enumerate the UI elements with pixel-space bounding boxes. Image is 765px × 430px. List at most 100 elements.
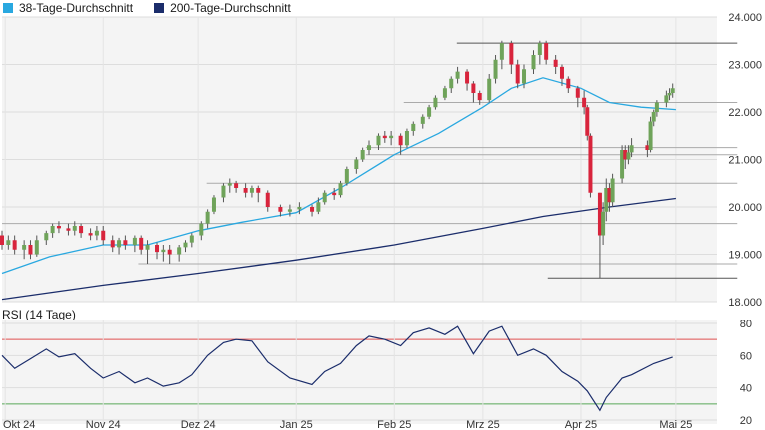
candle-up [411, 123, 416, 131]
candle-down [265, 192, 270, 207]
candle-up [322, 192, 327, 203]
candle-up [651, 112, 656, 122]
ma200-line [1, 197, 676, 301]
candle-up [667, 93, 672, 96]
candle-down [256, 188, 261, 193]
x-tick-label: Nov 24 [86, 419, 121, 430]
price-tick-label: 18.000 [728, 297, 762, 309]
candle-down [553, 59, 558, 67]
candle-down [79, 226, 84, 234]
candle-up [376, 135, 381, 146]
candle-up [626, 152, 631, 160]
candle-up [442, 88, 447, 98]
x-tick-label: Apr 25 [565, 419, 597, 430]
rsi-tick-label: 80 [740, 320, 752, 330]
candle-up [664, 95, 669, 103]
candle-up [404, 131, 409, 146]
price-tick-label: 22.000 [728, 107, 762, 119]
candle-down [278, 207, 283, 212]
candle-up [670, 88, 675, 93]
candle-down [398, 135, 403, 146]
candle-up [604, 188, 609, 212]
candle-down [465, 71, 470, 84]
candle-down [623, 150, 628, 160]
candle-down [471, 83, 476, 93]
candle-up [344, 169, 349, 184]
candle-up [366, 145, 371, 150]
price-tick-label: 19.000 [728, 250, 762, 262]
candle-up [499, 43, 504, 60]
rsi-tick-label: 60 [740, 350, 752, 362]
legend-swatch-ma38 [3, 3, 13, 13]
candle-down [123, 240, 128, 245]
rsi-tick-label: 40 [740, 383, 752, 395]
candle-up [389, 135, 394, 139]
candle-up [531, 55, 536, 70]
candle-up [189, 235, 194, 243]
candle-up [493, 59, 498, 79]
candle-down [310, 207, 315, 212]
candle-up [94, 230, 99, 236]
candle-down [167, 249, 172, 255]
candle-up [211, 197, 216, 212]
candle-up [44, 233, 49, 241]
candle-down [56, 226, 61, 229]
rsi-line [1, 325, 673, 412]
legend-item-ma38[interactable]: 38-Tage-Durchschnitt [0, 1, 133, 15]
candle-down [597, 192, 602, 236]
candle-down [66, 228, 71, 231]
candle-up [221, 185, 226, 198]
candle-up [227, 183, 232, 186]
candle-up [161, 249, 166, 253]
x-tick-label: Mrz 25 [466, 419, 500, 430]
candle-down [575, 88, 580, 98]
legend: 38-Tage-Durchschnitt 200-Tage-Durchschni… [0, 1, 309, 15]
candle-up [648, 121, 653, 150]
candle-down [477, 93, 482, 101]
candle-down [544, 43, 549, 60]
candle-down [515, 64, 520, 84]
x-tick-label: Feb 25 [377, 419, 411, 430]
candle-up [145, 245, 150, 250]
candle-up [34, 240, 39, 255]
candle-up [287, 209, 292, 212]
candle-down [234, 183, 239, 188]
candle-up [117, 240, 122, 248]
candle-down [559, 66, 564, 79]
x-tick-label: Okt 24 [3, 419, 35, 430]
candle-up [50, 226, 55, 234]
x-tick-label: Jan 25 [280, 419, 313, 430]
candle-up [338, 183, 343, 196]
rsi-title: RSI (14 Tage) [2, 308, 76, 322]
legend-label-ma38: 38-Tage-Durchschnitt [19, 1, 134, 15]
candle-up [199, 223, 204, 236]
candle-down [588, 135, 593, 193]
candle-up [72, 226, 77, 231]
candle-up [316, 202, 321, 212]
ma38-line [1, 77, 676, 275]
price-tick-label: 24.000 [728, 12, 762, 24]
candle-up [654, 102, 659, 112]
candle-down [243, 188, 248, 193]
candle-down [582, 97, 587, 108]
candle-down [607, 188, 612, 203]
candle-up [487, 78, 492, 101]
legend-item-ma200[interactable]: 200-Tage-Durchschnitt [151, 1, 291, 15]
price-chart: 18.000 19.000 20.000 21.000 22.000 23.000 24.0… [0, 12, 762, 309]
candle-up [6, 240, 11, 245]
candle-up [537, 43, 542, 55]
candle-up [455, 71, 460, 79]
candle-down [585, 107, 590, 136]
candle-down [645, 145, 650, 150]
candle-up [354, 159, 359, 169]
candle-up [177, 247, 182, 255]
legend-swatch-ma200 [154, 3, 165, 13]
candle-up [610, 178, 615, 203]
candle-down [101, 230, 106, 241]
candle-up [132, 237, 137, 245]
candle-up [601, 211, 606, 236]
candle-down [509, 43, 514, 65]
candle-up [22, 245, 27, 250]
candle-up [205, 211, 210, 224]
candle-up [297, 207, 302, 210]
